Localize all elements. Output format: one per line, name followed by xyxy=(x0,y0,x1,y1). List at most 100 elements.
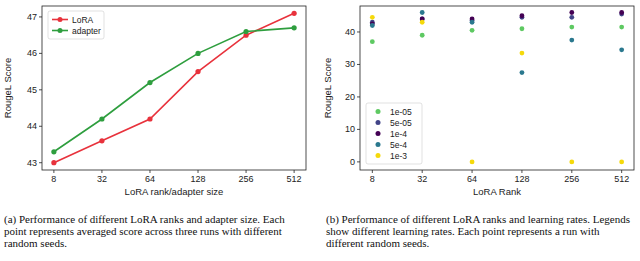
x-tick xyxy=(571,170,572,173)
x-tick xyxy=(372,170,373,173)
y-tick-label: 20 xyxy=(345,92,355,102)
x-tick xyxy=(149,170,150,173)
chart-panel: 43 44 45 46 47 8 32 64 128 256 512 LoRA rank/adapte… xyxy=(2,6,306,197)
legend-label: 1e-05 xyxy=(390,107,412,117)
x-tick xyxy=(472,170,473,173)
x-tick-label: 32 xyxy=(417,174,427,184)
x-tick-label: 512 xyxy=(614,174,629,184)
x-tick xyxy=(246,170,247,173)
legend-box xyxy=(48,11,104,39)
y-tick xyxy=(39,126,42,127)
data-point xyxy=(619,25,624,30)
y-tick-label: 0 xyxy=(350,157,355,167)
legend-label: LoRA xyxy=(72,15,94,25)
legend-label: 1e-4 xyxy=(390,129,407,139)
data-point xyxy=(51,149,56,154)
x-tick-label: 128 xyxy=(514,174,529,184)
x-tick xyxy=(422,170,423,173)
data-point xyxy=(569,159,574,164)
data-point xyxy=(569,25,574,30)
caption: (a) Performance of different LoRA ranks … xyxy=(4,213,308,249)
data-point xyxy=(569,10,574,15)
y-tick xyxy=(357,129,360,130)
x-tick xyxy=(198,170,199,173)
y-tick-label: 47 xyxy=(27,12,37,22)
legend-label: 5e-05 xyxy=(390,118,412,128)
legend-marker xyxy=(58,28,63,33)
x-tick-label: 256 xyxy=(564,174,579,184)
chart-panel: 01020304083264128256512LoRA RankRougeL S… xyxy=(322,6,634,197)
data-point xyxy=(195,69,200,74)
legend: LoRAadapter xyxy=(48,11,104,39)
y-tick xyxy=(39,16,42,17)
y-tick xyxy=(357,161,360,162)
data-point xyxy=(470,20,475,25)
data-point xyxy=(520,51,525,56)
data-point xyxy=(99,138,104,143)
x-tick xyxy=(101,170,102,173)
y-tick-label: 40 xyxy=(345,27,355,37)
y-tick xyxy=(39,53,42,54)
legend: 1e-055e-051e-45e-41e-3 xyxy=(366,103,422,164)
data-point xyxy=(292,11,297,16)
y-tick-label: 46 xyxy=(27,48,37,58)
data-point xyxy=(470,159,475,164)
x-tick-label: 8 xyxy=(370,174,375,184)
x-tick-label: 64 xyxy=(145,174,155,184)
data-point xyxy=(520,70,525,75)
y-tick-label: 44 xyxy=(27,121,37,131)
legend-marker xyxy=(376,142,381,147)
x-axis-label: LoRA Rank xyxy=(473,186,521,197)
legend-marker xyxy=(376,120,381,125)
x-tick-label: 128 xyxy=(191,174,206,184)
data-point xyxy=(619,159,624,164)
x-tick-label: 512 xyxy=(287,174,302,184)
y-axis-label: RougeL Score xyxy=(2,58,13,118)
data-point xyxy=(99,116,104,121)
data-point xyxy=(370,23,375,28)
y-tick xyxy=(357,96,360,97)
plot-frame xyxy=(360,6,634,170)
x-tick xyxy=(621,170,622,173)
data-point xyxy=(470,28,475,33)
y-tick xyxy=(357,31,360,32)
legend-label: 5e-4 xyxy=(390,140,407,150)
data-point xyxy=(195,51,200,56)
x-tick-label: 32 xyxy=(97,174,107,184)
data-point xyxy=(569,38,574,43)
data-point xyxy=(420,33,425,38)
y-tick xyxy=(357,64,360,65)
data-point xyxy=(420,10,425,15)
data-point xyxy=(292,25,297,30)
data-point xyxy=(147,116,152,121)
x-tick-label: 8 xyxy=(51,174,56,184)
y-tick xyxy=(39,162,42,163)
y-axis-label: RougeL Score xyxy=(322,58,333,118)
data-point xyxy=(520,13,525,18)
x-tick-label: 256 xyxy=(239,174,254,184)
data-point xyxy=(420,20,425,25)
legend-label: adapter xyxy=(72,26,101,36)
y-tick-label: 45 xyxy=(27,85,37,95)
legend-box xyxy=(366,103,422,164)
y-tick-label: 30 xyxy=(345,59,355,69)
x-tick xyxy=(53,170,54,173)
y-tick-label: 10 xyxy=(345,124,355,134)
legend-marker xyxy=(376,109,381,114)
legend-marker xyxy=(376,131,381,136)
legend-marker xyxy=(58,17,63,22)
legend-label: 1e-3 xyxy=(390,151,407,161)
data-point xyxy=(51,160,56,165)
figure: 43 44 45 46 47 8 32 64 128 256 512 LoRA rank/adapte… xyxy=(0,0,640,261)
caption: (b) Performance of different LoRA ranks … xyxy=(326,213,636,249)
data-point xyxy=(243,29,248,34)
x-axis-label: LoRA rank/adapter size xyxy=(125,186,224,197)
data-point xyxy=(619,47,624,52)
data-point xyxy=(619,10,624,15)
plot-frame xyxy=(42,6,306,170)
y-tick-label: 43 xyxy=(27,158,37,168)
data-point xyxy=(370,15,375,20)
data-point xyxy=(147,80,152,85)
data-point xyxy=(520,26,525,31)
legend-marker xyxy=(376,153,381,158)
